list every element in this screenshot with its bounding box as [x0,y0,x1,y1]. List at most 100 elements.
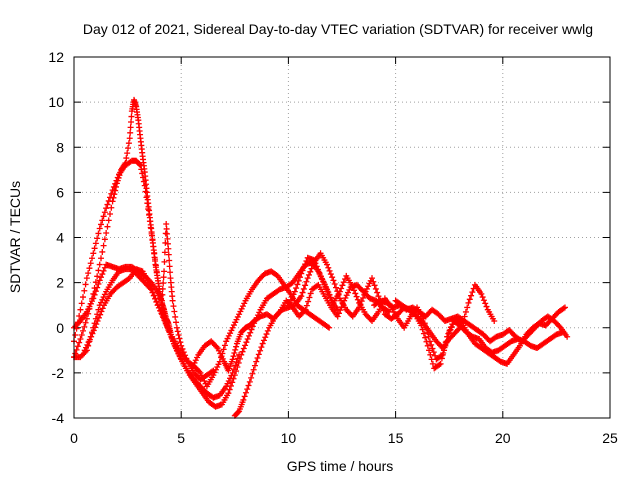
data-point [245,382,252,389]
data-point [172,313,179,320]
data-point [161,268,168,275]
data-point [464,304,471,311]
data-point [81,287,88,294]
data-point [375,308,382,315]
data-point [111,191,118,198]
data-point [233,368,240,375]
data-point [360,294,367,301]
data-point [227,330,234,337]
data-point [153,298,160,305]
data-point [317,272,324,279]
data-point [100,267,107,274]
data-point [76,339,83,346]
data-point [161,258,168,265]
data-point [95,306,102,313]
data-point [296,274,303,281]
data-point [329,274,336,281]
data-point [89,255,96,262]
data-point [100,213,107,220]
data-point [103,229,110,236]
data-point [92,288,99,295]
data-point [375,293,382,300]
data-point [362,288,369,295]
data-point [262,334,269,341]
data-point [125,140,132,147]
data-point [107,211,114,218]
data-point [113,183,120,190]
data-point [232,346,239,353]
data-point [307,290,314,297]
data-point [340,279,347,286]
data-point [423,338,430,345]
data-point [169,297,176,304]
data-point [480,297,487,304]
data-point [165,251,172,258]
data-point [86,265,93,272]
data-point [194,354,201,361]
data-point [147,282,154,289]
data-point [466,296,473,303]
data-point [142,188,149,195]
y-tick-label: 2 [56,275,64,291]
data-point [440,350,447,357]
data-point [191,359,198,366]
data-point [482,300,489,307]
data-point [215,361,222,368]
data-point [298,293,305,300]
data-point [146,279,153,286]
data-point [230,322,237,329]
data-point [302,282,309,289]
data-point [354,296,361,303]
data-point [424,342,431,349]
data-point [251,362,258,369]
data-point [167,269,174,276]
data-point [127,129,134,136]
data-point [427,351,434,358]
x-tick-label: 25 [602,430,618,446]
data-point [162,320,169,327]
data-point [98,221,105,228]
data-point [225,332,232,339]
data-point [285,302,292,309]
data-point [352,290,359,297]
data-point [92,240,99,247]
data-point [312,260,319,267]
data-point [101,236,108,243]
data-point [115,174,122,181]
data-point [235,359,242,366]
data-point [229,324,236,331]
data-point [321,280,328,287]
data-point [100,294,107,301]
data-point [254,354,261,361]
data-point [81,347,88,354]
x-tick-label: 20 [495,430,511,446]
data-point [376,306,383,313]
data-point [94,284,101,291]
data-point [94,317,101,324]
data-point [173,324,180,331]
data-point [441,344,448,351]
data-point [564,333,571,340]
data-point [422,334,429,341]
data-point [239,303,246,310]
data-point [289,294,296,301]
data-point [109,198,116,205]
data-point [445,330,452,337]
y-tick-label: -2 [52,365,65,381]
data-point [337,307,344,314]
data-point [218,353,225,360]
data-point [88,333,95,340]
data-point [126,135,133,142]
data-point [323,261,330,268]
data-point [468,292,475,299]
data-point [263,331,270,338]
data-point [243,339,250,346]
data-point [304,275,311,282]
data-point [369,275,376,282]
data-point [363,285,370,292]
data-point [104,223,111,230]
data-point [300,285,307,292]
data-point [332,284,339,291]
data-point [306,294,313,301]
data-point [429,345,436,352]
